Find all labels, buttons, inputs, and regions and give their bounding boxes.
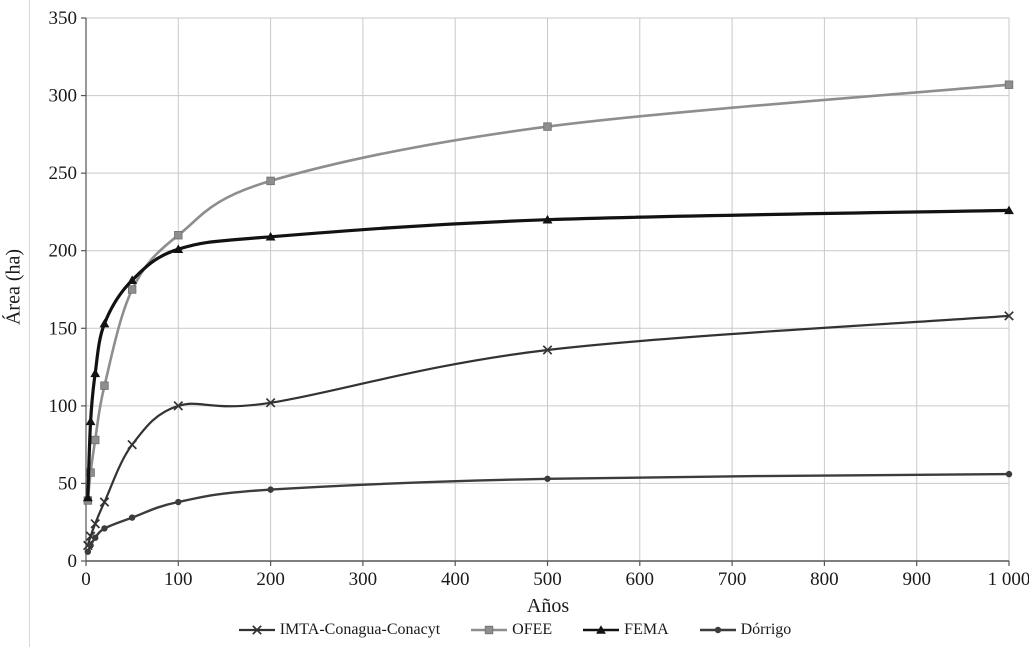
page-left-border [29, 0, 30, 647]
triangle-marker [173, 244, 184, 253]
y-tick-label: 0 [68, 551, 78, 572]
x-tick-label: 400 [441, 569, 470, 590]
x-tick-label: 300 [349, 569, 378, 590]
circle-marker [267, 486, 274, 493]
x-marker [265, 397, 276, 408]
y-tick-label: 350 [49, 8, 78, 29]
square-marker [91, 435, 100, 445]
circle-marker [1005, 470, 1013, 478]
x-tick-label: 700 [718, 569, 747, 590]
square-marker [484, 625, 494, 635]
y-tick-label: 300 [49, 86, 78, 107]
x-tick-label: 1 000 [988, 569, 1029, 590]
triangle-marker [82, 492, 93, 502]
legend-item-label: OFEE [512, 621, 553, 638]
y-tick-label: 150 [49, 318, 78, 339]
circle-marker [714, 626, 721, 634]
x-tick-label: 800 [810, 569, 839, 590]
square-marker [266, 176, 275, 186]
series-markers-Dórrigo [84, 470, 1013, 555]
x-tick-label: 500 [533, 569, 562, 590]
triangle-marker [596, 625, 607, 634]
legend-marker-icon [699, 626, 736, 634]
circle-marker [84, 548, 92, 555]
square-marker [174, 230, 183, 240]
series-line-OFEE [86, 83, 1011, 502]
legend-marker-icon [583, 625, 620, 634]
legend-item-FEMA: FEMA [582, 621, 669, 639]
x-tick-label: 900 [902, 569, 931, 590]
legend-item-Dórrigo: Dórrigo [699, 621, 792, 639]
square-marker [127, 285, 137, 294]
square-marker [100, 381, 109, 390]
x-marker [99, 497, 110, 507]
y-tick-label: 250 [49, 163, 78, 184]
triangle-marker [542, 214, 553, 224]
legend-marker-icon [471, 625, 508, 635]
y-tick-label: 100 [49, 396, 78, 417]
x-tick-label: 0 [81, 569, 91, 590]
x-tick-label: 200 [256, 569, 285, 590]
circle-marker [92, 534, 99, 541]
series-line-IMTA-Conagua-Conacyt [86, 314, 1011, 547]
x-tick-label: 600 [626, 569, 655, 590]
legend-item-OFEE: OFEE [470, 621, 552, 639]
y-tick-label: 200 [49, 241, 78, 262]
x-marker [127, 439, 137, 450]
square-marker [543, 122, 552, 131]
x-tick-label: 100 [164, 569, 193, 590]
square-marker [86, 468, 95, 477]
x-marker [173, 401, 184, 411]
x-marker [1004, 311, 1014, 321]
y-tick-label: 50 [58, 473, 77, 494]
series-line-FEMA [86, 208, 1011, 499]
legend-item-label: IMTA-Conagua-Conacyt [279, 621, 441, 638]
x-marker [90, 518, 101, 529]
legend-item-IMTA-Conagua-Conacyt: IMTA-Conagua-Conacyt [238, 621, 440, 639]
triangle-marker [127, 275, 138, 284]
circle-marker [101, 525, 108, 532]
circle-marker [544, 475, 551, 482]
legend-item-label: Dórrigo [740, 621, 792, 638]
circle-marker [87, 542, 94, 549]
series-markers-IMTA-Conagua-Conacyt [83, 311, 1014, 551]
y-axis-title: Área (ha) [2, 248, 25, 326]
circle-marker [175, 498, 182, 506]
series-markers-OFEE [83, 80, 1014, 505]
triangle-marker [99, 318, 110, 328]
legend: IMTA-Conagua-Conacyt OFEE FEMA Dórrigo [0, 621, 1029, 639]
x-axis-title: Años [526, 595, 570, 617]
circle-marker [128, 514, 136, 521]
x-marker [251, 625, 262, 635]
series-line-Dórrigo [86, 472, 1011, 553]
legend-item-label: FEMA [624, 621, 669, 638]
triangle-marker [85, 416, 96, 426]
triangle-marker [90, 368, 101, 378]
series-markers-FEMA [82, 205, 1014, 502]
square-marker [1004, 80, 1014, 89]
x-marker [542, 345, 553, 355]
triangle-marker [265, 231, 276, 241]
triangle-marker [1004, 205, 1014, 215]
legend-marker-icon [238, 625, 275, 635]
